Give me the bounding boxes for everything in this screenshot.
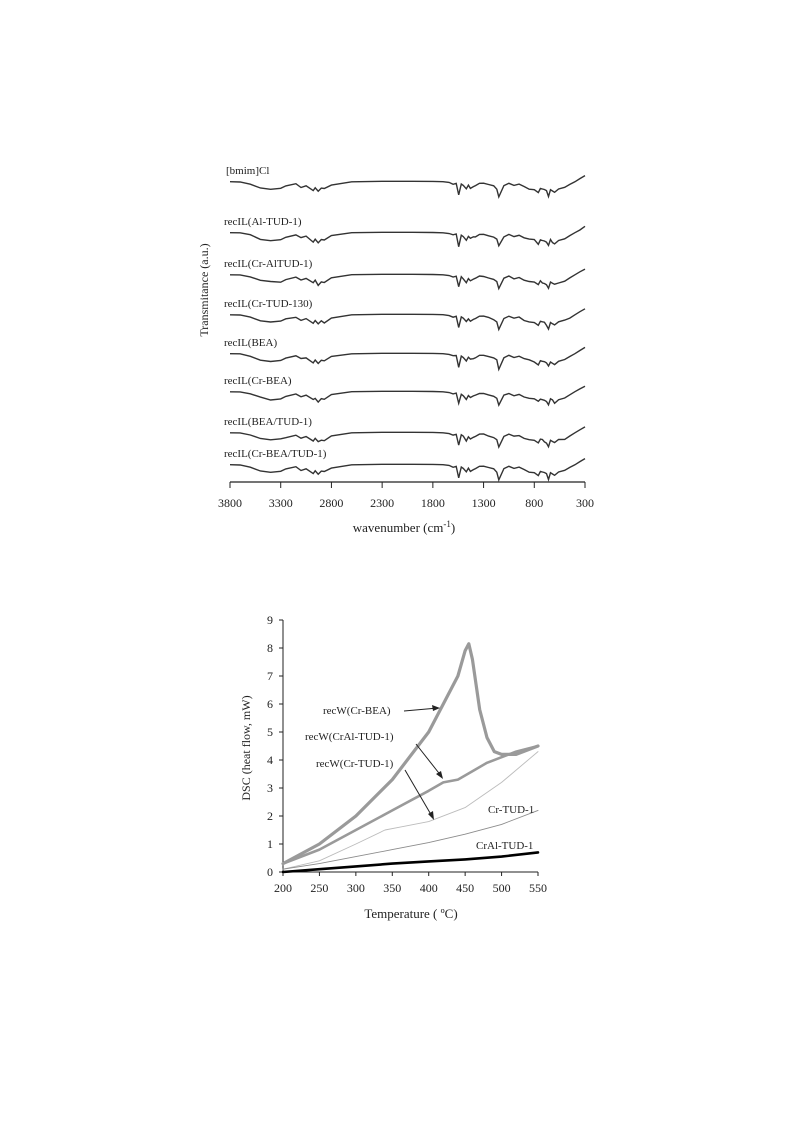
ir-x-tick-label: 800 <box>525 496 543 510</box>
ir-spectrum-line-8 <box>229 457 586 482</box>
dsc-arrow-recw-cr-bea <box>403 707 439 712</box>
dsc-arrow-recw-cr-tud-1 <box>404 769 434 819</box>
dsc-x-tick-label: 200 <box>274 881 292 895</box>
ir-x-tick-label: 1300 <box>472 496 496 510</box>
dsc-annotation-recw-cral-tud-1: recW(CrAl-TUD-1) <box>305 731 394 743</box>
dsc-arrowhead-recw-cral-tud-1 <box>436 771 443 779</box>
ir-spectrum-label-7: recIL(BEA/TUD-1) <box>224 416 312 428</box>
dsc-arrowhead-recw-cr-bea <box>432 705 440 711</box>
ir-x-ticks: 3800 3300 2800 2300 1800 1300 800 300 <box>218 482 594 510</box>
dsc-y-tick-label: 1 <box>267 837 273 851</box>
dsc-x-tick-label: 550 <box>529 881 547 895</box>
dsc-series-lines <box>281 642 540 874</box>
dsc-y-tick-label: 8 <box>267 641 273 655</box>
dsc-y-tick-label: 0 <box>267 865 273 879</box>
dsc-x-tick-label: 450 <box>456 881 474 895</box>
dsc-x-tick-label: 350 <box>383 881 401 895</box>
dsc-x-tick-label: 500 <box>493 881 511 895</box>
ir-spectrum-line-6 <box>229 385 586 407</box>
ir-x-axis-label: wavenumber (cm-1) <box>353 519 455 535</box>
dsc-y-tick-label: 6 <box>267 697 273 711</box>
dsc-y-axis-label: DSC (heat flow, mW) <box>239 695 253 800</box>
dsc-y-tick-label: 9 <box>267 613 273 627</box>
ir-y-axis-label: Transmitance (a.u.) <box>197 243 211 336</box>
ir-spectra-labels: [bmim]Cl recIL(Al-TUD-1) recIL(Cr-AlTUD-1)… <box>224 165 327 460</box>
dsc-arrow-recw-cral-tud-1 <box>415 743 443 778</box>
dsc-x-tick-label: 300 <box>347 881 365 895</box>
dsc-annotation-recw-cr-bea: recW(Cr-BEA) <box>323 705 391 717</box>
dsc-line-cr-tud-1 <box>282 809 539 870</box>
dsc-x-tick-label: 400 <box>420 881 438 895</box>
ir-spectrum-line-4 <box>229 308 586 332</box>
ir-spectrum-line-5 <box>229 346 586 372</box>
dsc-annotation-recw-cr-tud-1: recW(Cr-TUD-1) <box>316 758 394 770</box>
dsc-line-cral-tud-1 <box>281 851 540 874</box>
dsc-y-tick-label: 5 <box>267 725 273 739</box>
ir-x-tick-label: 2300 <box>370 496 394 510</box>
dsc-arrowhead-recw-cr-tud-1 <box>428 811 434 820</box>
ir-spectrum-line-2 <box>229 225 586 248</box>
dsc-x-tick-label: 250 <box>310 881 328 895</box>
dsc-y-tick-label: 7 <box>267 669 273 683</box>
ir-spectrum-label-5: recIL(BEA) <box>224 337 277 349</box>
dsc-line-recw-cr-tud-1 <box>282 751 539 870</box>
ir-spectrum-line-1 <box>229 174 586 199</box>
ir-spectrum-line-3 <box>229 268 586 291</box>
ir-x-tick-label: 2800 <box>319 496 343 510</box>
dsc-line-recw-cral-tud-1 <box>281 744 540 865</box>
ir-spectrum-label-2: recIL(Al-TUD-1) <box>224 216 302 228</box>
ir-spectrum-label-8: recIL(Cr-BEA/TUD-1) <box>224 448 327 460</box>
dsc-line-recw-cr-bea <box>281 642 540 866</box>
dsc-x-axis-label: Temperature ( ºC) <box>364 906 457 921</box>
dsc-y-tick-label: 3 <box>267 781 273 795</box>
dsc-chart: 0 1 2 3 4 5 6 7 8 9 200 250 300 350 400 450 500 550 DSC … <box>239 613 547 921</box>
dsc-label-cral-tud-1: CrAl-TUD-1 <box>476 840 533 852</box>
dsc-x-ticks: 200 250 300 350 400 450 500 550 <box>274 872 547 895</box>
ir-spectra-chart: [bmim]Cl recIL(Al-TUD-1) recIL(Cr-AlTUD-1)… <box>197 165 594 535</box>
ir-x-tick-label: 3300 <box>269 496 293 510</box>
ir-spectrum-label-3: recIL(Cr-AlTUD-1) <box>224 258 313 270</box>
ir-spectra-traces <box>229 174 586 482</box>
ir-spectrum-label-1: [bmim]Cl <box>226 165 269 177</box>
ir-x-tick-label: 300 <box>576 496 594 510</box>
ir-x-tick-label: 1800 <box>421 496 445 510</box>
ir-spectrum-label-4: recIL(Cr-TUD-130) <box>224 298 313 310</box>
dsc-label-cr-tud-1: Cr-TUD-1 <box>488 804 534 816</box>
dsc-y-tick-label: 2 <box>267 809 273 823</box>
dsc-y-tick-label: 4 <box>267 753 273 767</box>
ir-spectrum-line-7 <box>229 426 586 449</box>
ir-spectrum-label-6: recIL(Cr-BEA) <box>224 375 292 387</box>
ir-x-tick-label: 3800 <box>218 496 242 510</box>
dsc-y-ticks: 0 1 2 3 4 5 6 7 8 9 <box>267 613 283 879</box>
